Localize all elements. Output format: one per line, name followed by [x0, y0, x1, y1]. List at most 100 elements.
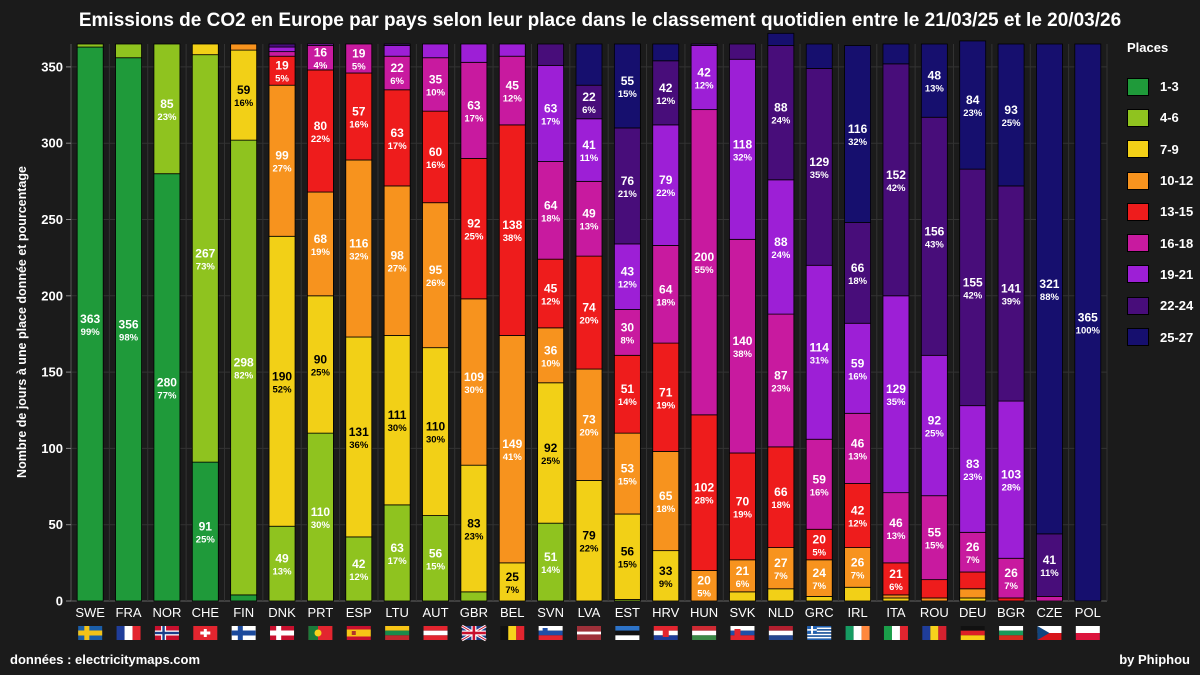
- data-label-value: 46: [889, 516, 903, 530]
- data-label-value: 49: [275, 552, 289, 566]
- data-label-value: 95: [429, 263, 443, 277]
- chart-title: Emissions de CO2 en Europe par pays selo…: [78, 10, 1122, 31]
- legend-label: 10-12: [1160, 173, 1194, 189]
- data-label-value: 45: [544, 282, 558, 296]
- bar-segment-est-19-21: [613, 243, 641, 310]
- bar-segment-ltu-13-15: [383, 89, 411, 187]
- data-label-percent: 24%: [771, 250, 791, 261]
- bar-segment-svk-19-21: [729, 58, 756, 240]
- data-label-percent: 15%: [618, 477, 638, 488]
- data-label-value: 70: [736, 494, 750, 508]
- legend-swatch: [1127, 202, 1149, 221]
- bar-segment-svk-10-12: [729, 559, 756, 593]
- data-label-percent: 43%: [925, 239, 945, 250]
- poland-flag-icon: [1075, 626, 1100, 640]
- legend-label: 16-18: [1160, 235, 1194, 251]
- bar-segment-ita-7-9: [882, 597, 910, 602]
- data-label-percent: 42%: [963, 290, 983, 301]
- bar-segment-gbr-19-21: [460, 43, 488, 63]
- data-label-value: 63: [544, 101, 558, 115]
- data-label-percent: 6%: [582, 105, 596, 116]
- y-tick-label: 200: [41, 288, 63, 303]
- data-label-percent: 12%: [618, 280, 638, 291]
- bar-segment-aut-10-12: [422, 202, 449, 349]
- data-label-percent: 6%: [889, 582, 903, 593]
- data-label-value: 63: [467, 98, 481, 112]
- x-tick-label: CHE: [192, 605, 220, 620]
- bar-segment-fin-4-6: [230, 139, 258, 596]
- data-label-percent: 39%: [1002, 297, 1022, 308]
- data-label-value: 83: [467, 517, 481, 531]
- data-label-percent: 16%: [426, 160, 446, 171]
- y-axis: 0 50 100 150 200 250 300 350: [41, 44, 1108, 609]
- data-label-value: 280: [157, 375, 177, 389]
- data-label-value: 110: [311, 505, 331, 519]
- bar-segment-bgr-16-18: [997, 557, 1025, 599]
- estonia-flag-icon: [615, 626, 640, 640]
- y-tick-label: 0: [56, 594, 63, 609]
- data-label-percent: 16%: [349, 119, 369, 130]
- data-label-value: 22: [390, 61, 404, 75]
- bar-segment-grc-10-12: [805, 559, 833, 597]
- bar-segment-svk-13-15: [729, 452, 756, 561]
- legend-title: Places: [1127, 40, 1169, 55]
- data-label-value: 140: [732, 334, 752, 348]
- lithuania-flag-icon: [385, 626, 410, 640]
- bar-segment-grc-25-27: [805, 43, 833, 69]
- bar-segment-bel-19-21: [498, 43, 526, 57]
- finland-flag-icon: [231, 626, 256, 640]
- data-label-percent: 23%: [963, 108, 983, 119]
- data-label-percent: 98%: [119, 332, 139, 343]
- bar-segment-svn-7-9: [537, 382, 565, 524]
- data-label-value: 51: [621, 382, 635, 396]
- x-tick-label: EST: [615, 605, 640, 620]
- data-label-percent: 23%: [464, 532, 484, 543]
- data-label-value: 59: [237, 83, 251, 97]
- data-label-percent: 10%: [426, 87, 446, 98]
- bar-segment-ltu-16-18: [383, 55, 411, 91]
- data-label-value: 200: [694, 250, 714, 264]
- legend-swatch: [1127, 328, 1149, 347]
- data-label-percent: 22%: [656, 188, 676, 199]
- bar-segment-ltu-19-21: [383, 45, 411, 57]
- legend-items: 1-3 4-6 7-9 10-12 13-15 16-18 19-21 22-24 25-27: [1117, 71, 1197, 353]
- bar-segment-hrv-10-12: [652, 451, 680, 552]
- data-label-value: 98: [390, 249, 404, 263]
- x-tick-label: DEU: [959, 605, 986, 620]
- bar-segment-nld-16-18: [767, 313, 795, 448]
- bar-segment-nld-10-12: [767, 547, 795, 590]
- bar-segment-dnk-19-21: [268, 46, 296, 53]
- data-label-value: 16: [314, 46, 328, 60]
- data-label-percent: 30%: [464, 385, 484, 396]
- y-tick-label: 300: [41, 136, 63, 151]
- data-label-percent: 13%: [886, 531, 906, 542]
- data-label-value: 363: [80, 312, 100, 326]
- data-label-percent: 36%: [349, 440, 369, 451]
- x-tick-label: NLD: [768, 605, 794, 620]
- bar-segment-rou-22-24: [920, 116, 948, 356]
- data-label-percent: 12%: [503, 94, 523, 105]
- bar-segment-cze-16-18: [1036, 596, 1063, 602]
- latvia-flag-icon: [577, 626, 601, 640]
- data-label-value: 92: [467, 217, 481, 231]
- data-label-percent: 7%: [505, 585, 519, 596]
- data-label-value: 93: [1004, 103, 1018, 117]
- bar-segment-lva-22-24: [575, 84, 603, 120]
- bar-segment-prt-13-15: [307, 69, 334, 193]
- data-label-percent: 6%: [390, 76, 404, 87]
- data-label-percent: 17%: [464, 113, 484, 124]
- bar-segment-hrv-22-24: [652, 60, 680, 126]
- bar-segment-dnk-10-12: [268, 84, 296, 237]
- bar-segment-hrv-16-18: [652, 245, 680, 344]
- data-label-value: 90: [314, 352, 328, 366]
- data-label-percent: 23%: [157, 112, 177, 123]
- data-label-percent: 25%: [196, 535, 216, 546]
- data-label-percent: 88%: [1040, 292, 1060, 303]
- bar-segment-est-7-9: [613, 513, 641, 600]
- data-label-percent: 25%: [464, 232, 484, 243]
- bar-segment-irl-22-24: [844, 222, 871, 324]
- bar-segment-deu-19-21: [959, 405, 987, 533]
- data-label-percent: 35%: [810, 170, 830, 181]
- data-label-value: 26: [851, 555, 865, 569]
- romania-flag-icon: [922, 626, 947, 640]
